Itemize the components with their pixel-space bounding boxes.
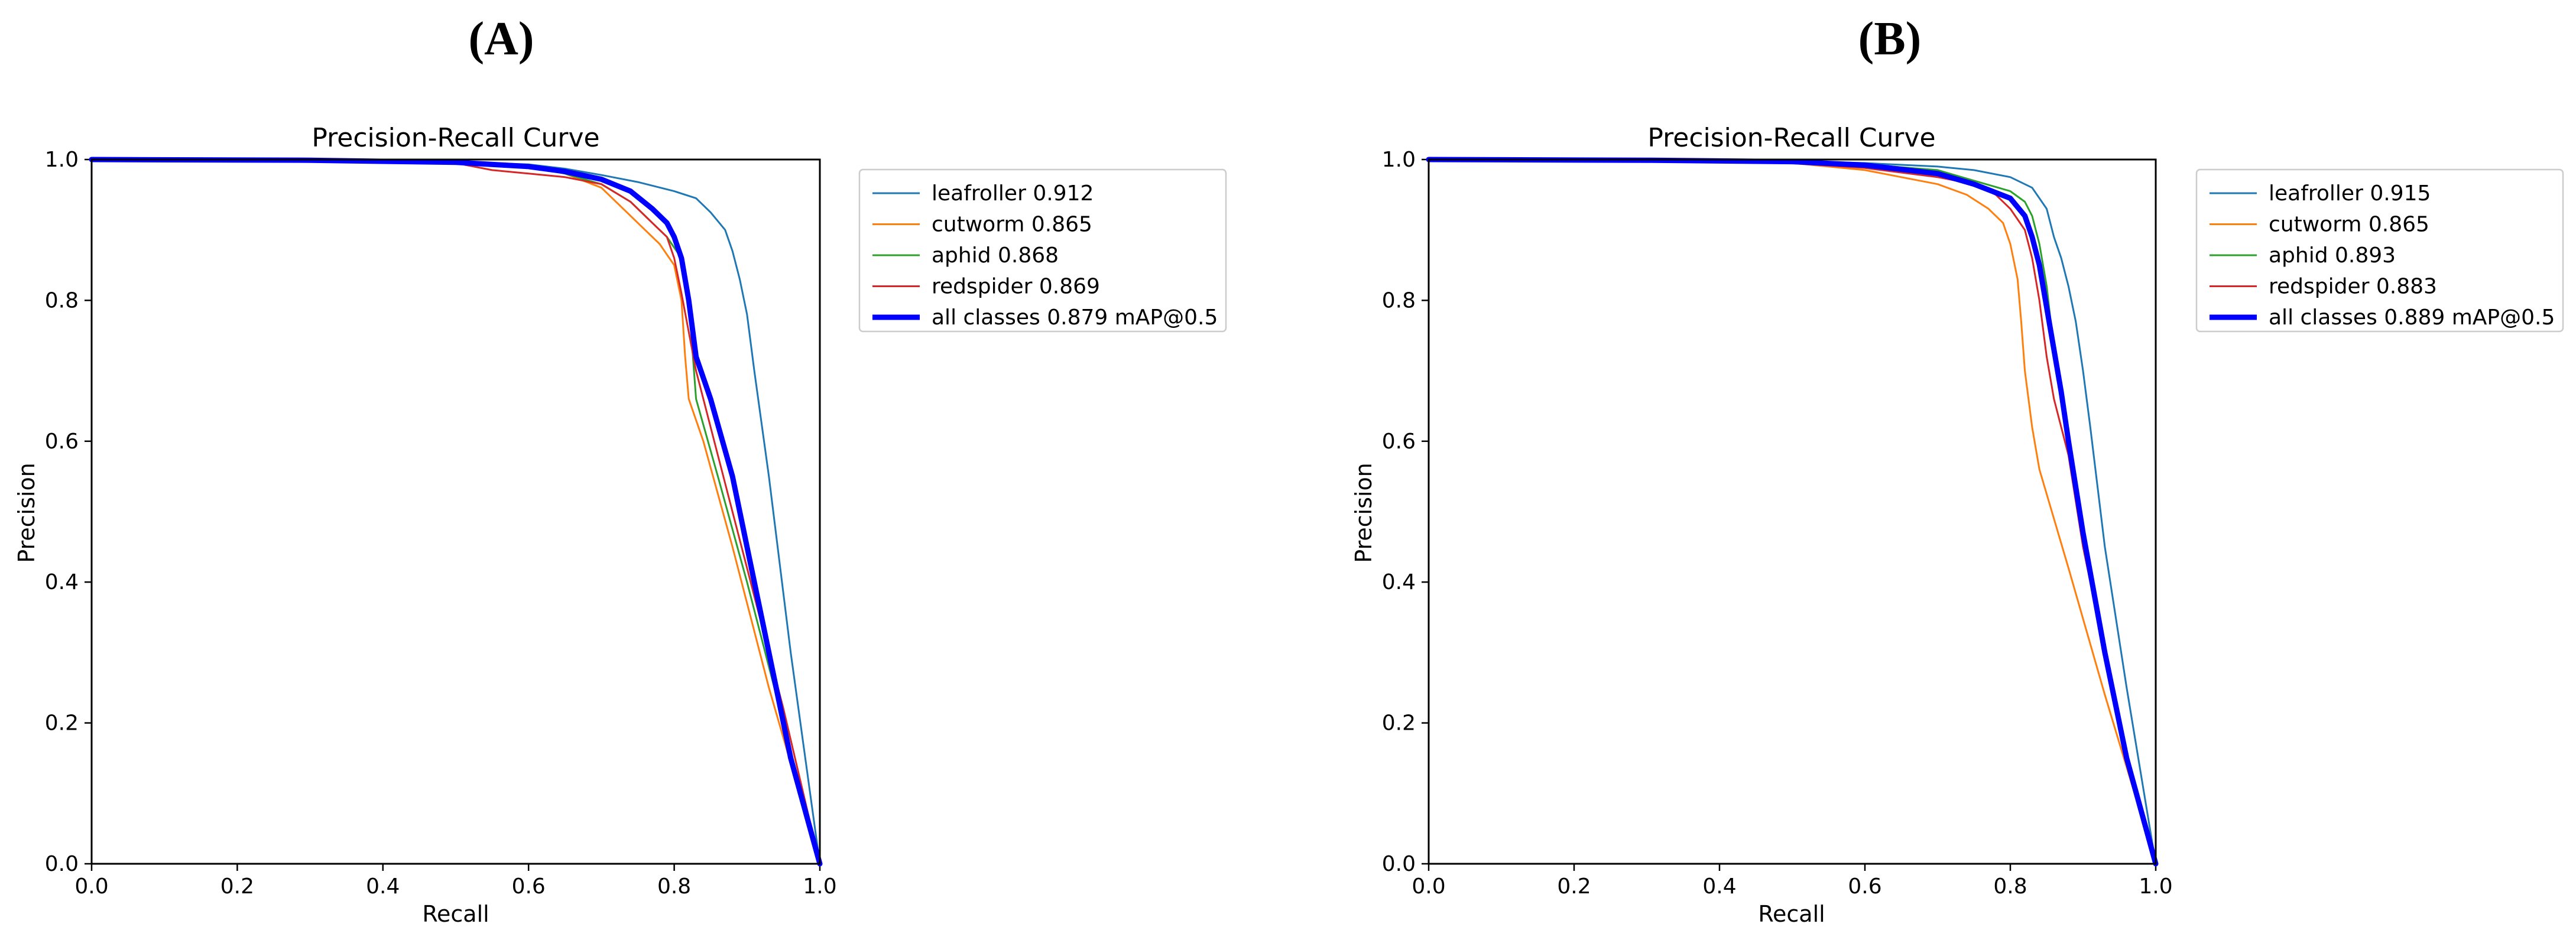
- legend-label-cutworm-b: cutworm 0.865: [2269, 213, 2429, 237]
- legend-label-cutworm-a: cutworm 0.865: [932, 213, 1092, 237]
- axis-ticks-a: 0.0 0.2 0.4 0.6 0.8 1.0 0.0 0.2 0.4 0.6 0.8 1.0: [45, 148, 837, 899]
- legend-a: leafroller 0.912 cutworm 0.865 aphid 0.868…: [858, 168, 1227, 333]
- series-line-all-classes-a: [89, 157, 823, 867]
- y-tick-label-a: 0.6: [45, 430, 79, 454]
- x-axis-label-b: Recall: [1758, 901, 1825, 927]
- y-tick-label-a: 0.4: [45, 570, 79, 594]
- x-tick-label-a: 0.4: [366, 874, 400, 899]
- series-line-redspider-b: [1427, 158, 2157, 865]
- legend-b: leafroller 0.915 cutworm 0.865 aphid 0.893…: [2195, 168, 2564, 333]
- series-line-leafroller-b: [1427, 158, 2157, 865]
- x-tick-label-a: 1.0: [803, 874, 836, 899]
- y-tick-label-a: 0.0: [45, 852, 79, 876]
- panel-label-b: (B): [1858, 13, 1922, 65]
- x-tick-label-b: 0.0: [1412, 874, 1445, 899]
- series-line-redspider-a: [90, 158, 821, 865]
- legend-label-redspider-a: redspider 0.869: [932, 275, 1100, 299]
- series-line-all-classes-b: [1426, 157, 2159, 867]
- y-tick-label-b: 0.6: [1382, 430, 1416, 454]
- axes-frame-a: [90, 158, 821, 865]
- chart-panel-b: (B) Precision-Recall Curve Recall Precis…: [1351, 13, 2564, 927]
- x-tick-label-b: 0.4: [1702, 874, 1736, 899]
- y-tick-label-b: 0.8: [1382, 288, 1416, 313]
- y-tick-label-a: 1.0: [45, 148, 79, 172]
- legend-label-redspider-b: redspider 0.883: [2269, 275, 2437, 299]
- legend-label-leafroller-a: leafroller 0.912: [932, 181, 1094, 206]
- legend-label-aphid-b: aphid 0.893: [2269, 243, 2396, 268]
- x-tick-label-b: 1.0: [2139, 874, 2172, 899]
- series-line-leafroller-a: [90, 158, 821, 865]
- series-line-cutworm-b: [1427, 158, 2157, 865]
- legend-box-a: [858, 168, 1227, 333]
- y-tick-label-b: 0.0: [1382, 852, 1416, 876]
- series-line-cutworm-a: [90, 158, 821, 865]
- x-tick-label-a: 0.8: [657, 874, 691, 899]
- y-axis-label-b: Precision: [1351, 463, 1377, 563]
- x-axis-label-a: Recall: [422, 901, 489, 927]
- legend-label-all-classes-b: all classes 0.889 mAP@0.5: [2269, 305, 2555, 330]
- x-tick-label-b: 0.6: [1848, 874, 1881, 899]
- panel-label-a: (A): [468, 13, 534, 65]
- x-tick-label-a: 0.0: [74, 874, 108, 899]
- y-tick-label-b: 1.0: [1382, 148, 1416, 172]
- legend-box-b: [2195, 168, 2564, 333]
- x-tick-label-a: 0.2: [220, 874, 254, 899]
- chart-title-a: Precision-Recall Curve: [312, 123, 599, 153]
- y-axis-label-a: Precision: [14, 463, 40, 563]
- chart-title-b: Precision-Recall Curve: [1647, 123, 1935, 153]
- axis-ticks-b: 0.0 0.2 0.4 0.6 0.8 1.0 0.0 0.2 0.4 0.6 0.8 1.0: [1382, 148, 2173, 899]
- x-tick-label-b: 0.2: [1557, 874, 1591, 899]
- axes-frame-b: [1427, 158, 2157, 865]
- series-line-aphid-a: [90, 158, 821, 865]
- x-tick-label-b: 0.8: [1993, 874, 2027, 899]
- chart-panel-a: (A) Precision-Recall Curve Recall Precis…: [14, 13, 1227, 927]
- legend-label-leafroller-b: leafroller 0.915: [2269, 181, 2431, 206]
- y-tick-label-a: 0.2: [45, 711, 79, 736]
- y-tick-label-b: 0.2: [1382, 711, 1416, 736]
- x-tick-label-a: 0.6: [512, 874, 546, 899]
- y-tick-label-a: 0.8: [45, 288, 79, 313]
- legend-label-aphid-a: aphid 0.868: [932, 243, 1059, 268]
- plot-area-b: [1426, 157, 2159, 867]
- y-tick-label-b: 0.4: [1382, 570, 1416, 594]
- series-line-aphid-b: [1427, 158, 2157, 865]
- legend-label-all-classes-a: all classes 0.879 mAP@0.5: [932, 305, 1218, 330]
- plot-area-a: [89, 157, 823, 867]
